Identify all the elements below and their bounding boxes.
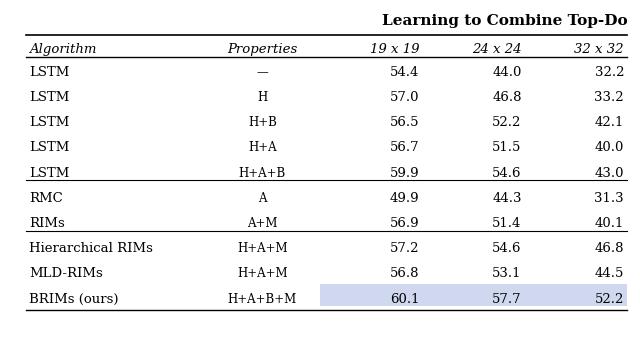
Text: BRIMs (ours): BRIMs (ours) [29, 293, 118, 306]
Text: 56.7: 56.7 [390, 141, 419, 154]
Text: 31.3: 31.3 [595, 192, 624, 205]
Text: 57.2: 57.2 [390, 242, 419, 255]
Text: 40.0: 40.0 [595, 141, 624, 154]
Text: 32 x 32: 32 x 32 [575, 43, 624, 56]
Text: 40.1: 40.1 [595, 217, 624, 230]
Text: LSTM: LSTM [29, 66, 69, 79]
Text: 54.4: 54.4 [390, 66, 419, 79]
Text: 24 x 24: 24 x 24 [472, 43, 522, 56]
Text: Learning to Combine Top-Do: Learning to Combine Top-Do [381, 14, 627, 28]
Text: 44.3: 44.3 [492, 192, 522, 205]
Text: LSTM: LSTM [29, 116, 69, 129]
Text: RIMs: RIMs [29, 217, 65, 230]
Text: 44.0: 44.0 [492, 66, 522, 79]
Text: 60.1: 60.1 [390, 293, 419, 306]
Text: 32.2: 32.2 [595, 66, 624, 79]
Text: 42.1: 42.1 [595, 116, 624, 129]
Text: Hierarchical RIMs: Hierarchical RIMs [29, 242, 153, 255]
FancyBboxPatch shape [525, 284, 627, 306]
Text: MLD-RIMs: MLD-RIMs [29, 267, 102, 280]
Text: H+A+B: H+A+B [239, 167, 286, 180]
Text: 56.8: 56.8 [390, 267, 419, 280]
Text: RMC: RMC [29, 192, 63, 205]
Text: H+A+M: H+A+M [237, 267, 288, 280]
Text: Algorithm: Algorithm [29, 43, 96, 56]
Text: 57.0: 57.0 [390, 91, 419, 104]
Text: 52.2: 52.2 [595, 293, 624, 306]
Text: H+A+M: H+A+M [237, 242, 288, 255]
Text: 54.6: 54.6 [492, 167, 522, 180]
Text: 33.2: 33.2 [595, 91, 624, 104]
Text: 51.4: 51.4 [492, 217, 522, 230]
Text: 19 x 19: 19 x 19 [370, 43, 419, 56]
Text: Properties: Properties [227, 43, 298, 56]
Text: 53.1: 53.1 [492, 267, 522, 280]
Text: H: H [257, 91, 268, 104]
Text: LSTM: LSTM [29, 91, 69, 104]
Text: 44.5: 44.5 [595, 267, 624, 280]
FancyBboxPatch shape [422, 284, 525, 306]
Text: 51.5: 51.5 [492, 141, 522, 154]
Text: 56.9: 56.9 [390, 217, 419, 230]
Text: H+A+B+M: H+A+B+M [228, 293, 297, 306]
Text: 56.5: 56.5 [390, 116, 419, 129]
Text: 46.8: 46.8 [595, 242, 624, 255]
Text: 54.6: 54.6 [492, 242, 522, 255]
Text: 59.9: 59.9 [390, 167, 419, 180]
Text: 43.0: 43.0 [595, 167, 624, 180]
Text: —: — [257, 66, 268, 79]
Text: LSTM: LSTM [29, 167, 69, 180]
FancyBboxPatch shape [320, 284, 422, 306]
Text: 52.2: 52.2 [492, 116, 522, 129]
Text: 57.7: 57.7 [492, 293, 522, 306]
Text: H+A: H+A [248, 141, 276, 154]
Text: LSTM: LSTM [29, 141, 69, 154]
Text: 46.8: 46.8 [492, 91, 522, 104]
Text: A: A [258, 192, 267, 205]
Text: 49.9: 49.9 [390, 192, 419, 205]
Text: A+M: A+M [247, 217, 278, 230]
Text: H+B: H+B [248, 116, 277, 129]
